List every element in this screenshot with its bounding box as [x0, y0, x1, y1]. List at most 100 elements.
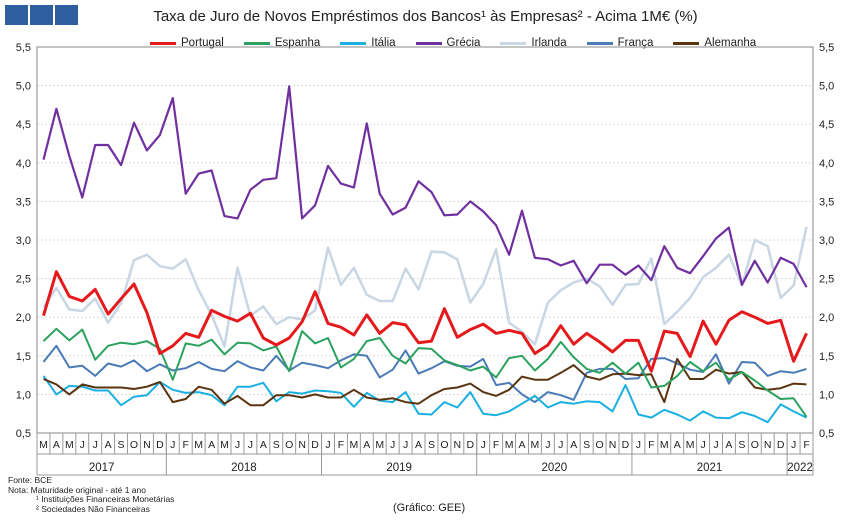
month-label: A — [725, 439, 732, 451]
y-tick-label-left: 4,0 — [16, 158, 31, 170]
y-tick-label-right: 4,0 — [819, 158, 834, 170]
y-tick-label-right: 3,5 — [819, 196, 834, 208]
month-label: M — [531, 439, 540, 451]
month-label: D — [777, 439, 785, 451]
y-tick-label-left: 5,5 — [16, 42, 31, 54]
month-label: N — [298, 439, 306, 451]
month-label: M — [194, 439, 203, 451]
month-label: J — [791, 439, 796, 451]
source-note: Fonte: BCE — [8, 475, 52, 485]
y-tick-label-left: 3,0 — [16, 235, 31, 247]
series-line-espanha — [42, 327, 808, 418]
series-line-alemanha — [43, 357, 807, 407]
legend-item-portugal: Portugal — [150, 37, 224, 49]
month-label: J — [325, 439, 330, 451]
series-line-irlanda — [42, 226, 808, 348]
logo-block-1 — [5, 5, 28, 25]
chart-legend: Portugal Espanha Itália Grécia Irlanda França… — [150, 37, 756, 49]
legend-label-irlanda: Irlanda — [531, 37, 567, 49]
year-label: 2019 — [386, 462, 412, 474]
month-label: J — [390, 439, 395, 451]
month-label: S — [428, 439, 435, 451]
month-label: J — [93, 439, 98, 451]
legend-item-espanha: Espanha — [243, 37, 321, 49]
month-label: O — [285, 439, 293, 451]
month-label: S — [118, 439, 125, 451]
month-label: M — [686, 439, 695, 451]
month-label: D — [466, 439, 474, 451]
y-tick-label-left: 1,0 — [16, 389, 31, 401]
month-label: F — [338, 439, 344, 451]
month-label: F — [803, 439, 809, 451]
month-label: F — [493, 439, 499, 451]
y-tick-label-right: 1,0 — [819, 389, 834, 401]
month-label: N — [454, 439, 462, 451]
legend-swatch-grecia — [415, 41, 442, 45]
y-tick-label-right: 2,0 — [819, 312, 834, 324]
legend-label-portugal: Portugal — [181, 37, 224, 49]
legend-label-franca: França — [617, 37, 654, 49]
y-tick-label-left: 2,0 — [16, 312, 31, 324]
month-label: S — [583, 439, 590, 451]
y-tick-label-right: 0,5 — [819, 428, 834, 440]
month-label: D — [311, 439, 319, 451]
y-tick-label-right: 1,5 — [819, 351, 834, 363]
y-tick-label-left: 1,5 — [16, 351, 31, 363]
y-tick-label-right: 3,0 — [819, 235, 834, 247]
month-label: N — [143, 439, 151, 451]
month-label: F — [183, 439, 189, 451]
chart-credit: (Gráfico: GEE) — [393, 502, 466, 514]
month-label: M — [349, 439, 358, 451]
month-label: M — [65, 439, 74, 451]
legend-item-italia: Itália — [340, 37, 396, 49]
maturity-note: Nota: Maturidade original - até 1 ano — [8, 484, 146, 495]
year-label: 2017 — [89, 462, 115, 474]
series-line-grecia — [42, 85, 808, 288]
logo — [5, 5, 78, 25]
legend-swatch-irlanda — [500, 41, 527, 45]
month-label: A — [208, 439, 215, 451]
year-label: 2020 — [542, 462, 568, 474]
month-label: J — [700, 439, 705, 451]
month-label: J — [545, 439, 550, 451]
month-label: J — [713, 439, 718, 451]
legend-swatch-alemanha — [673, 41, 700, 45]
legend-label-italia: Itália — [371, 37, 396, 49]
y-tick-label-left: 5,0 — [16, 81, 31, 93]
logo-block-2 — [30, 5, 53, 25]
legend-label-alemanha: Alemanha — [704, 37, 757, 49]
month-label: J — [558, 439, 563, 451]
month-label: J — [170, 439, 175, 451]
legend-label-espanha: Espanha — [274, 37, 321, 49]
y-tick-label-right: 4,5 — [819, 119, 834, 131]
month-label: J — [235, 439, 240, 451]
year-label: 2021 — [697, 462, 723, 474]
year-label: 2022 — [787, 462, 813, 474]
legend-item-grecia: Grécia — [415, 37, 481, 49]
legend-item-irlanda: Irlanda — [500, 37, 567, 49]
y-tick-label-right: 5,0 — [819, 81, 834, 93]
year-label: 2018 — [231, 462, 257, 474]
month-label: M — [39, 439, 48, 451]
month-label: F — [648, 439, 654, 451]
legend-label-grecia: Grécia — [446, 37, 481, 49]
series-line-portugal — [42, 270, 808, 373]
series-line-franca — [42, 344, 807, 404]
footnote-1: ¹ Instituições Financeiras Monetárias — [36, 494, 175, 504]
month-label: A — [363, 439, 370, 451]
month-label: N — [764, 439, 772, 451]
legend-swatch-portugal — [150, 41, 176, 45]
month-label: S — [738, 439, 745, 451]
month-label: J — [636, 439, 641, 451]
legend-swatch-espanha — [243, 41, 270, 45]
chart-title: Taxa de Juro de Novos Empréstimos dos Ba… — [153, 8, 698, 25]
footnote-2: ² Sociedades Não Financeiras — [36, 503, 150, 514]
month-label: M — [375, 439, 384, 451]
month-label: O — [751, 439, 759, 451]
legend-swatch-italia — [340, 41, 367, 45]
y-tick-label-left: 3,5 — [16, 196, 31, 208]
legend-swatch-franca — [586, 41, 613, 45]
series-line-italia — [42, 375, 807, 424]
month-label: N — [609, 439, 617, 451]
